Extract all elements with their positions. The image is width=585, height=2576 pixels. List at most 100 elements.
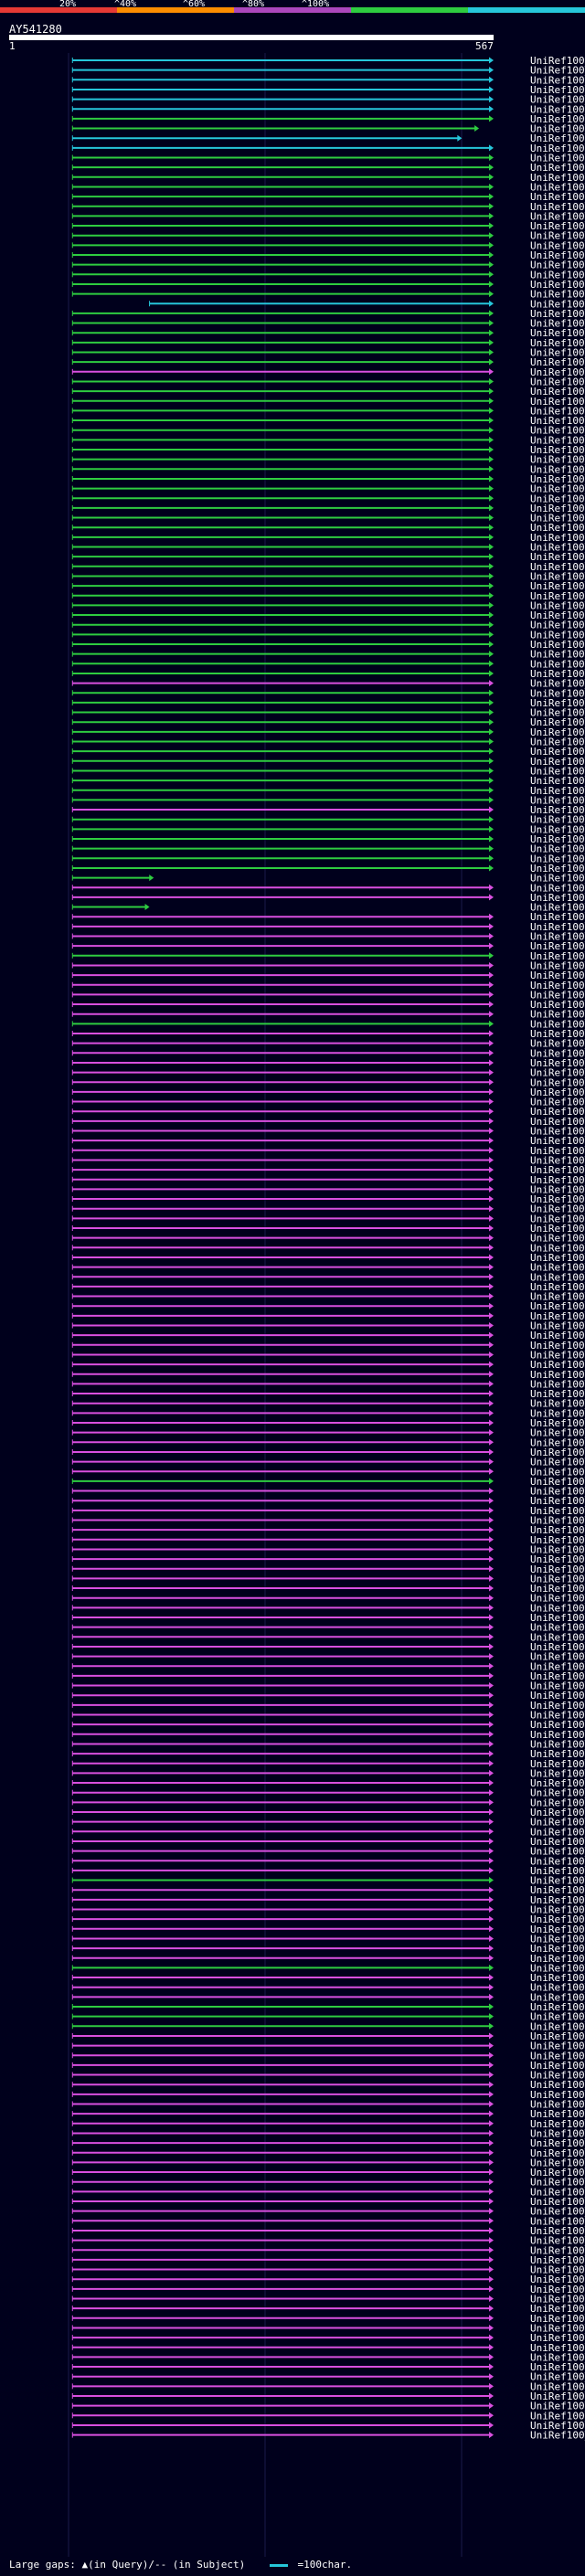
hit-label[interactable]: UniRef100_Q9VIE8 [530,2020,585,2032]
hit-label[interactable]: UniRef100_Q6FSW8 [530,1407,585,1419]
hit-row[interactable]: UniRef100_A4HDD0 [71,1233,585,1245]
hit-label[interactable]: UniRef100_A4YHL0 [530,1846,585,1858]
hit-label[interactable]: UniRef100_B5IDG9 [530,1193,585,1205]
hit-row[interactable]: UniRef100_Q7Z857 [71,260,585,271]
hit-row[interactable]: UniRef100_C5MT3 [71,1865,585,1877]
hit-label[interactable]: UniRef100_B2R630 [530,1340,585,1352]
hit-row[interactable]: UniRef100_A2Y6D8 [71,269,585,281]
hit-label[interactable]: UniRef100_Q01CM2 [530,347,585,359]
hit-row[interactable]: UniRef100_B9H364 [71,143,585,154]
hit-row[interactable]: UniRef100_Q4UI41 [71,911,585,923]
hit-row[interactable]: UniRef100_A7TQ21 [71,1097,585,1108]
hit-row[interactable]: UniRef100_C5X820 [71,366,585,378]
hit-row[interactable]: UniRef100_UP1000... [71,629,585,641]
hit-label[interactable]: UniRef100_Q57569 [530,2361,585,2373]
hit-row[interactable]: UniRef100_Q8G1Y6 [71,892,585,904]
hit-label[interactable]: UniRef100_UP1000... [530,1018,585,1030]
hit-label[interactable]: UniRef100_A6VHE0 [530,1933,585,1945]
hit-row[interactable]: UniRef100_B9LT33 [71,1310,585,1322]
hit-row[interactable]: UniRef100_A3GWZ0 [71,1836,585,1848]
hit-row[interactable]: UniRef100_Q27376 [71,1505,585,1517]
hit-row[interactable]: UniRef100_C5LP58 [71,1067,585,1079]
hit-row[interactable]: UniRef100_B4FW12 [71,902,585,914]
hit-label[interactable]: UniRef100_Q07853 [530,2001,585,2013]
hit-label[interactable]: UniRef100_C5ZCT3 [530,279,585,291]
hit-label[interactable]: UniRef100_Q2F594 [530,1330,585,1341]
hit-label[interactable]: UniRef100_Q2GMK6 [530,1417,585,1429]
hit-label[interactable]: UniRef100_C5MBJ1 [530,2118,585,2130]
hit-label[interactable]: UniRef100_Q8IIH2 [530,1028,585,1040]
hit-row[interactable]: UniRef100_C5CYN6 [71,1038,585,1050]
hit-label[interactable]: UniRef100_B9RLP6 [530,133,585,144]
hit-label[interactable]: UniRef100_UP1000... [530,1057,585,1069]
hit-row[interactable]: UniRef100_B9WKU6 [71,1700,585,1712]
hit-label[interactable]: UniRef100_B4LF00 [530,649,585,661]
hit-label[interactable]: UniRef100_D04740 [530,1524,585,1536]
hit-label[interactable]: UniRef100_A5DGS0 [530,1738,585,1750]
hit-label[interactable]: UniRef100_C1V824 [530,1388,585,1400]
hit-label[interactable]: UniRef100_Q4N7G8 [530,882,585,894]
hit-label[interactable]: UniRef100_C5LP58 [530,1067,585,1079]
hit-label[interactable]: UniRef100_Q872L2 [530,1320,585,1332]
hit-label[interactable]: UniRef100_B6K7V3 [530,1924,585,1935]
hit-row[interactable]: UniRef100_P49972 [71,123,585,135]
hit-label[interactable]: UniRef100_P61011 [530,473,585,485]
hit-label[interactable]: UniRef100_Q4XN56 [530,989,585,1001]
hit-row[interactable]: UniRef100_B3L9R6 [71,970,585,981]
hit-label[interactable]: UniRef100_C5GHV5 [530,1457,585,1468]
hit-label[interactable]: UniRef100_P49971 [530,103,585,115]
hit-label[interactable]: UniRef100_B4LVB4 [530,434,585,446]
hit-label[interactable]: UniRef100_C9SRQ4 [530,1281,585,1293]
hit-label[interactable]: UniRef100_B3M387 [530,599,585,611]
hit-label[interactable]: UniRef100_C7MYK9 [530,1252,585,1264]
hit-row[interactable]: UniRef100_P49971 [71,103,585,115]
hit-row[interactable]: UniRef100_B6W873 [71,2430,585,2442]
hit-row[interactable]: UniRef100_Q9CW29 [71,639,585,651]
hit-label[interactable]: UniRef100_A4FVX4 [530,2060,585,2072]
hit-label[interactable]: UniRef100_B7R304 [530,1262,585,1274]
hit-label[interactable]: UniRef100_C4Y9P9 [530,1943,585,1955]
hit-label[interactable]: UniRef100_A1CZT0 [530,2332,585,2344]
hit-row[interactable]: UniRef100_B5X1L5 [71,522,585,534]
hit-label[interactable]: UniRef100_B9H364 [530,143,585,154]
hit-label[interactable]: UniRef100_A4FJ63 [530,1884,585,1896]
hit-label[interactable]: UniRef100_UP1000... [530,726,585,738]
hit-row[interactable]: UniRef100_C1G892 [71,1904,585,1916]
hit-label[interactable]: UniRef100_B3S3H1 [530,707,585,719]
hit-row[interactable]: UniRef100_C6A6D0 [71,1427,585,1439]
hit-label[interactable]: UniRef100_Q6BNS1 [530,2147,585,2159]
hit-row[interactable]: UniRef100_P37196 [71,55,585,67]
hit-row[interactable]: UniRef100_Q8ISC7 [71,1515,585,1527]
hit-label[interactable]: UniRef100_Q4UI41 [530,911,585,923]
hit-row[interactable]: UniRef100_C5XLK5 [71,162,585,174]
hit-label[interactable]: UniRef100_P70722 [530,1436,585,1448]
hit-label[interactable]: UniRef100_A6V0Y0 [530,2196,585,2208]
hit-row[interactable]: UniRef100_B3CSK0 [71,1826,585,1838]
hit-row[interactable]: UniRef100_Q9Y307 [71,2011,585,2023]
hit-label[interactable]: UniRef100_C0Z2C1 [530,239,585,251]
hit-label[interactable]: UniRef100_UP1000... [530,716,585,728]
hit-row[interactable]: UniRef100_C6XWT5 [71,2410,585,2422]
hit-label[interactable]: UniRef100_C1QJ60 [530,1495,585,1507]
hit-label[interactable]: UniRef100_B3CSK0 [530,1826,585,1838]
hit-row[interactable]: UniRef100_A4FJ63 [71,1884,585,1896]
hit-label[interactable]: UniRef100_B6SXL2 [530,289,585,301]
hit-row[interactable]: UniRef100_B4FSD9 [71,376,585,387]
hit-row[interactable]: UniRef100_B4HUE3 [71,746,585,758]
hit-label[interactable]: UniRef100_Q4DJ64 [530,1164,585,1176]
hit-label[interactable]: UniRef100_Q5CP40 [530,1047,585,1059]
hit-label[interactable]: UniRef100_B4KB84 [530,863,585,875]
hit-label[interactable]: UniRef100_Q4QAR0 [530,1174,585,1186]
hit-label[interactable]: UniRef100_C5DMW9 [530,1612,585,1624]
hit-label[interactable]: UniRef100_Q9T7V2 [530,1767,585,1779]
hit-row[interactable]: UniRef100_Q7RBD8 [71,999,585,1011]
hit-row[interactable]: UniRef100_UP1000... [71,658,585,670]
hit-label[interactable]: UniRef100_A2Y6D8 [530,269,585,281]
hit-label[interactable]: UniRef100_A4GWJ3 [530,1291,585,1303]
hit-label[interactable]: UniRef100_C4R730 [530,1378,585,1390]
hit-row[interactable]: UniRef100_P14576 [71,463,585,475]
hit-label[interactable]: UniRef100_P24424 [530,2215,585,2227]
hit-row[interactable]: UniRef100_A7EEV9 [71,1710,585,1722]
hit-row[interactable]: UniRef100_Q9Z7E7 [71,2351,585,2363]
hit-row[interactable]: UniRef100_P70722 [71,1436,585,1448]
